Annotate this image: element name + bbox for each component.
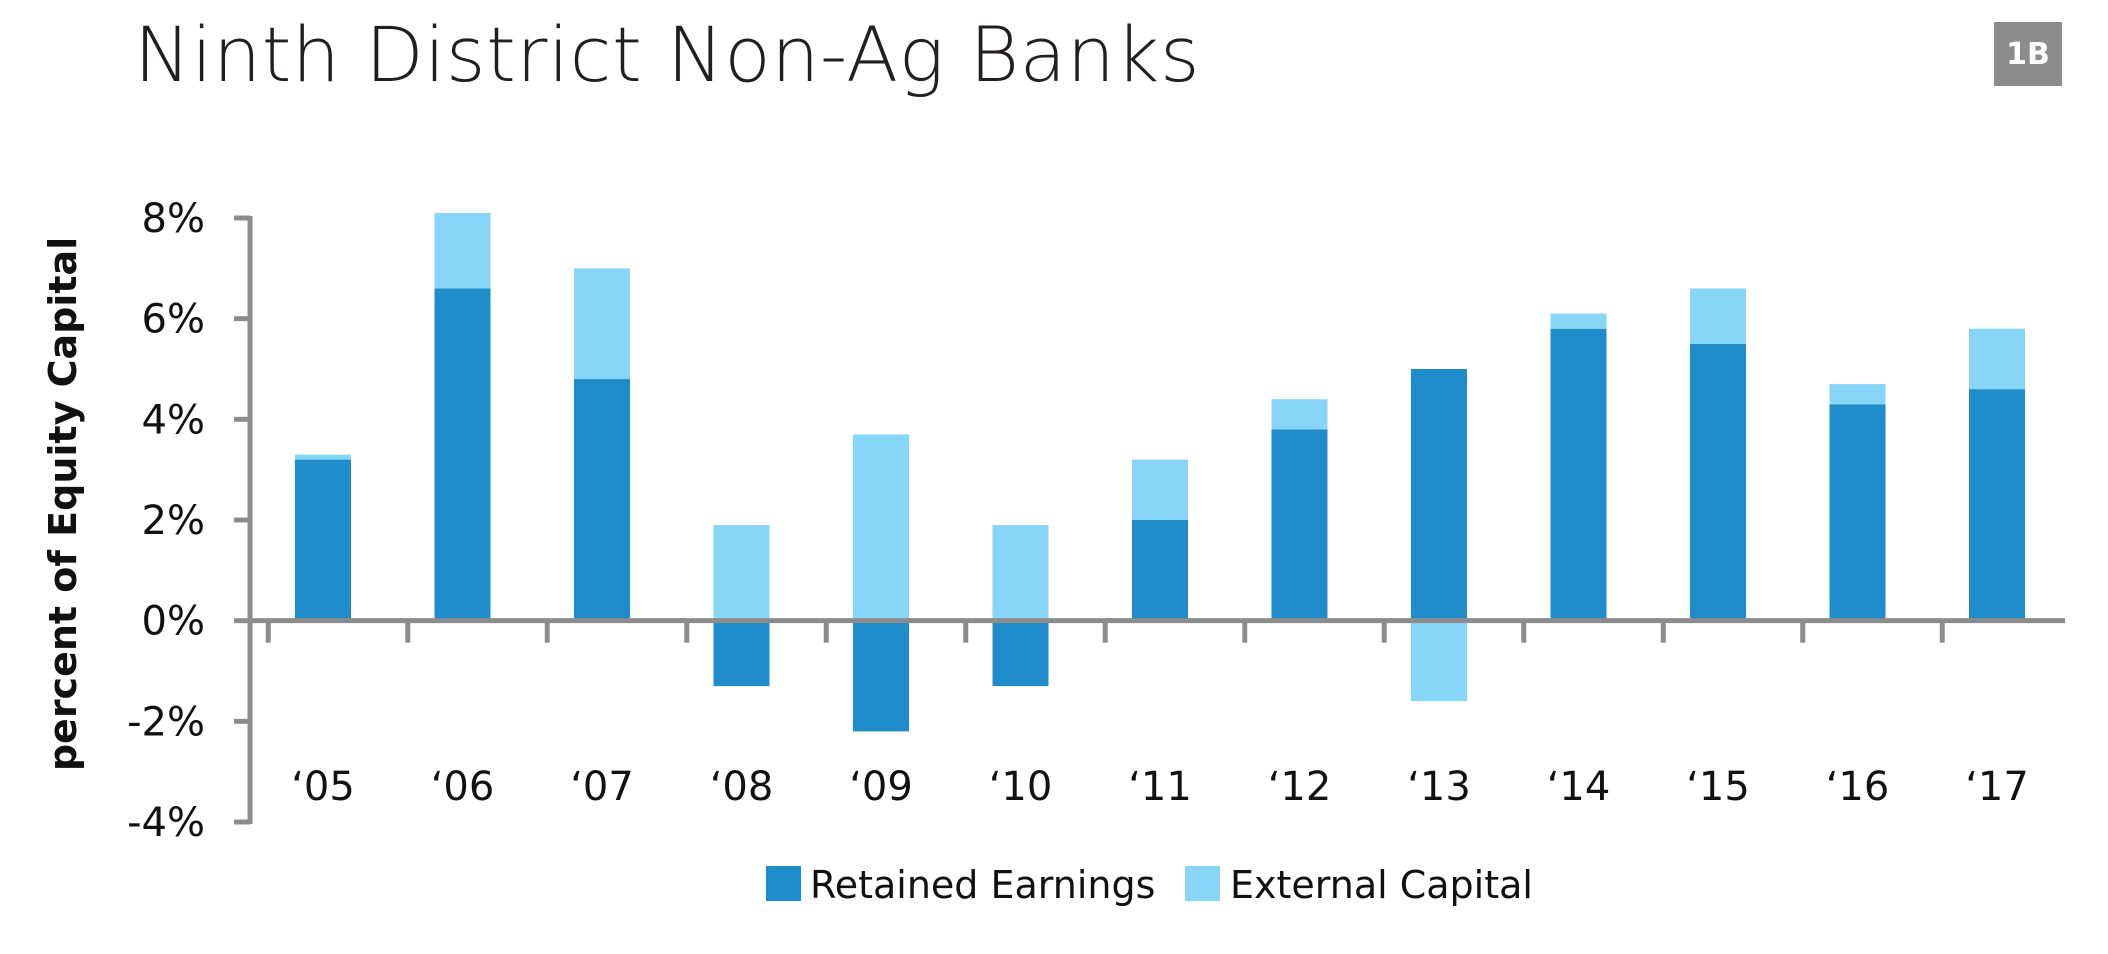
external-capital-bar [1271, 399, 1328, 430]
y-axis-title: percent of Equity Capital [41, 237, 85, 771]
axes-layer [234, 215, 2065, 825]
external-capital-bar [434, 212, 491, 289]
external-capital-bar [1550, 313, 1607, 329]
retained-earnings-bar [1550, 328, 1607, 621]
x-tick-label: ‘12 [1268, 764, 1332, 810]
x-tick-label: ‘13 [1407, 764, 1471, 810]
external-capital-bar [853, 434, 909, 621]
external-capital-bar [1969, 328, 2025, 390]
retained-earnings-bar [713, 620, 770, 687]
x-tick-label: ‘14 [1547, 764, 1611, 810]
legend-swatch-external-capital [1185, 866, 1220, 901]
y-tick-label: 8% [142, 196, 205, 242]
external-capital-bar [992, 525, 1049, 621]
x-tick-label: ‘17 [1965, 764, 2029, 810]
x-tick-label: ‘06 [431, 764, 495, 810]
x-tick-label: ‘11 [1128, 764, 1192, 810]
external-capital-bar [295, 454, 351, 460]
legend-label-external-capital: External Capital [1230, 863, 1533, 907]
retained-earnings-bar [1271, 429, 1328, 621]
retained-earnings-bar [434, 288, 491, 621]
x-tick-label: ‘10 [989, 764, 1053, 810]
retained-earnings-bar [853, 620, 909, 732]
figure-badge: 1B [1994, 22, 2062, 86]
external-capital-bar [574, 268, 630, 380]
y-tick-label: 6% [142, 297, 205, 343]
retained-earnings-bar [1969, 389, 2025, 621]
retained-earnings-bar [1411, 369, 1467, 621]
bars-layer [295, 212, 2025, 732]
y-tick-label: -4% [127, 800, 205, 846]
legend-swatch-retained-earnings [766, 866, 801, 901]
x-tick-label: ‘15 [1686, 764, 1750, 810]
x-tick-label: ‘08 [710, 764, 774, 810]
external-capital-bar [1411, 620, 1467, 702]
x-tick-label: ‘07 [570, 764, 634, 810]
external-capital-bar [713, 525, 770, 621]
x-tick-label: ‘05 [291, 764, 355, 810]
y-tick-label: -2% [127, 699, 205, 745]
y-tick-label: 4% [142, 397, 205, 443]
external-capital-bar [1690, 288, 1746, 344]
labels-layer: ‘05 ‘06 ‘07 ‘08 ‘09 ‘10 ‘11 ‘12 ‘13 ‘14 ‘15 ‘16 ‘17 8… [41, 196, 2029, 846]
retained-earnings-bar [295, 459, 351, 621]
x-tick-label: ‘16 [1826, 764, 1890, 810]
retained-earnings-bar [574, 379, 630, 621]
chart-title: Ninth District Non-Ag Banks [134, 10, 1201, 99]
retained-earnings-bar [1690, 343, 1746, 621]
legend: Retained Earnings External Capital [766, 863, 1533, 907]
y-tick-label: 0% [142, 599, 205, 645]
external-capital-bar [1132, 459, 1188, 520]
legend-label-retained-earnings: Retained Earnings [810, 863, 1155, 907]
retained-earnings-bar [1829, 404, 1886, 621]
retained-earnings-bar [992, 620, 1049, 687]
x-tick-label: ‘09 [849, 764, 913, 810]
retained-earnings-bar [1132, 520, 1188, 621]
external-capital-bar [1829, 384, 1886, 405]
y-tick-label: 2% [142, 498, 205, 544]
